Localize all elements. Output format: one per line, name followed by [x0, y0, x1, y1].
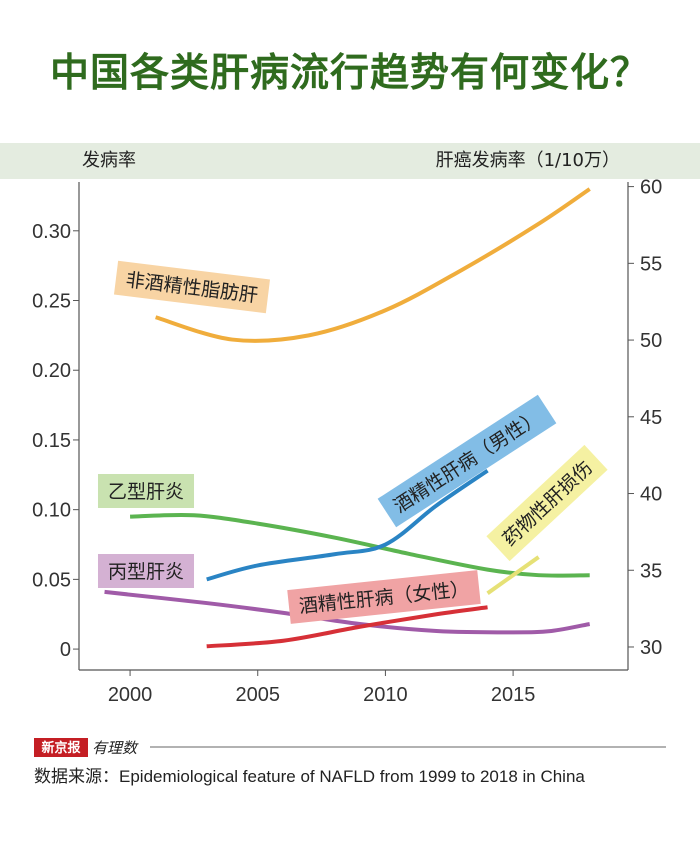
series-line-alcoholic-male	[206, 468, 489, 582]
y-tick-label: 0.20	[32, 360, 71, 382]
x-tick-label: 2015	[491, 684, 536, 706]
y2-tick-label: 40	[640, 484, 662, 506]
page-title: 中国各类肝病流行趋势有何变化？	[50, 51, 650, 96]
y2-tick-label: 35	[640, 560, 662, 582]
y2-tick-label: 60	[640, 177, 662, 199]
y-tick-label: 0.15	[32, 430, 71, 452]
brand-logo-main: 新京报	[41, 740, 81, 756]
series-line-hepatitis-b	[130, 512, 590, 578]
series-line-alcoholic-female	[206, 605, 488, 649]
brand-logo-box	[34, 738, 88, 757]
x-tick-label: 2010	[363, 684, 408, 706]
brand-logo-sub: 有理数	[92, 739, 139, 757]
x-tick-label: 2005	[235, 684, 280, 706]
series-label-text: 药物性肝损伤	[498, 457, 596, 551]
y2-tick-label: 45	[640, 407, 662, 429]
series-label-bg	[97, 474, 195, 508]
series-label-nafld: 非酒精性脂肪肝	[113, 260, 271, 314]
series-label-bg	[287, 570, 481, 624]
series-label-text: 酒精性肝病（男性）	[390, 406, 545, 518]
y2-tick-label: 30	[640, 637, 662, 659]
source-note: 数据来源：Epidemiological feature of NAFLD fr…	[34, 767, 585, 786]
series-label-text: 丙型肝炎	[108, 561, 184, 583]
y-axis-title-right: 肝癌发病率（1/10万）	[436, 150, 620, 171]
axis-header-band	[0, 143, 700, 179]
series-line-hepatitis-c	[104, 589, 591, 635]
y-axis-title-left: 发病率	[82, 150, 136, 171]
series-line-nafld	[155, 187, 591, 343]
series-label-bg	[97, 554, 195, 588]
series-label-hepatitis-c: 丙型肝炎	[97, 554, 195, 588]
axes: 0 0.05 0.10 0.15 0.20 0.25 0.30 30 35 40 45 50 55 60 2…	[32, 177, 662, 706]
series-label-bg	[377, 394, 557, 528]
y-tick-label: 0.30	[32, 221, 71, 243]
series-line-drug-induced	[486, 555, 540, 595]
y-tick-label: 0.05	[32, 569, 71, 591]
series-label-drug-induced: 药物性肝损伤	[486, 444, 608, 562]
series-label-alcoholic-female: 酒精性肝病（女性）	[287, 570, 481, 624]
y-tick-label: 0	[60, 639, 71, 661]
y-tick-label: 0.10	[32, 500, 71, 522]
series-label-hepatitis-b: 乙型肝炎	[97, 474, 195, 508]
x-tick-label: 2000	[108, 684, 153, 706]
series-label-text: 乙型肝炎	[108, 481, 184, 503]
series-lines	[104, 187, 591, 649]
y2-tick-label: 50	[640, 330, 662, 352]
series-label-bg	[486, 444, 608, 562]
y-tick-label: 0.25	[32, 291, 71, 313]
y2-tick-label: 55	[640, 253, 662, 275]
series-label-bg	[113, 260, 271, 314]
